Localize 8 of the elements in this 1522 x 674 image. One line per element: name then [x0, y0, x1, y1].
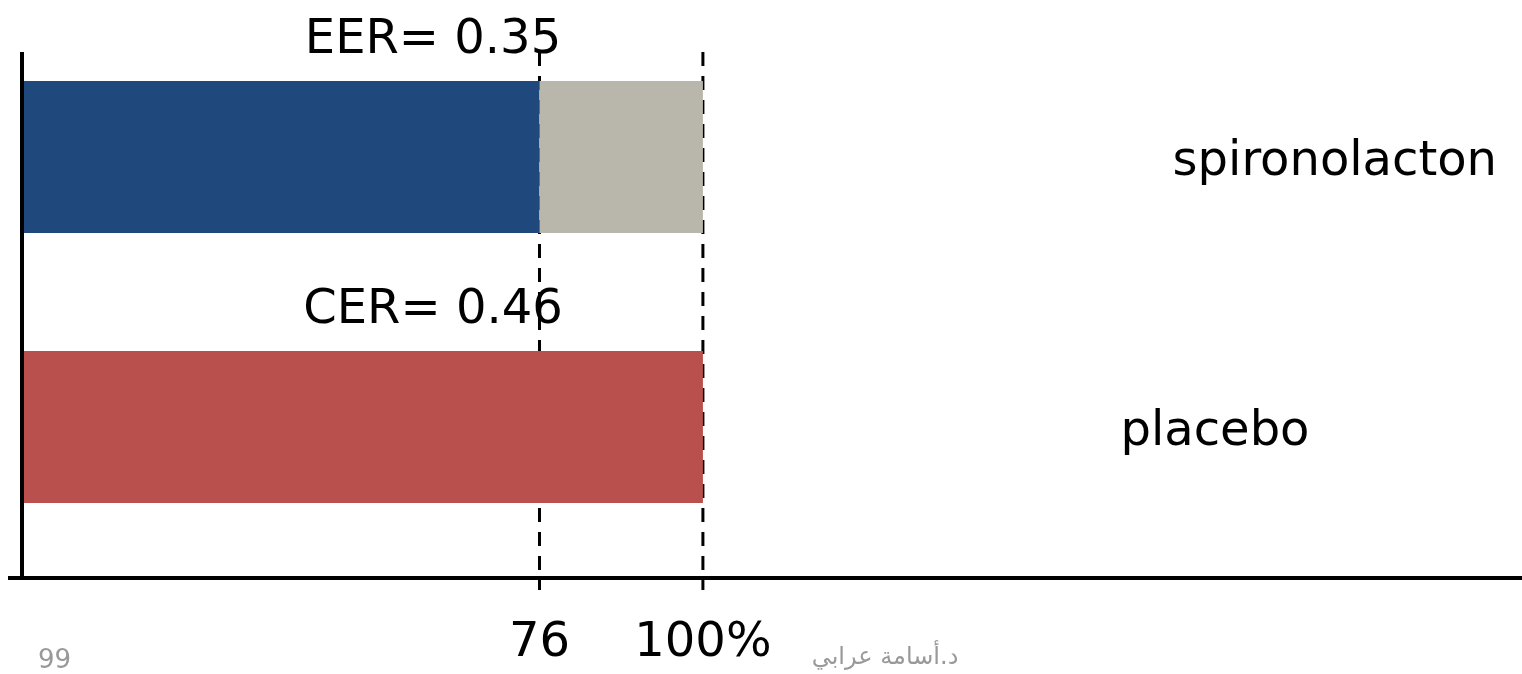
- y-tick-label: spironolacton: [1172, 130, 1497, 186]
- y-tick-label: placebo: [1120, 400, 1310, 456]
- annotation: CER= 0.46: [303, 278, 563, 334]
- x-tick-label: 100%: [634, 611, 772, 667]
- x-tick-label: 76: [508, 611, 571, 667]
- text: د.أسامة عرابي: [811, 640, 959, 670]
- annotation: EER= 0.35: [304, 8, 562, 64]
- text: 99: [38, 644, 72, 674]
